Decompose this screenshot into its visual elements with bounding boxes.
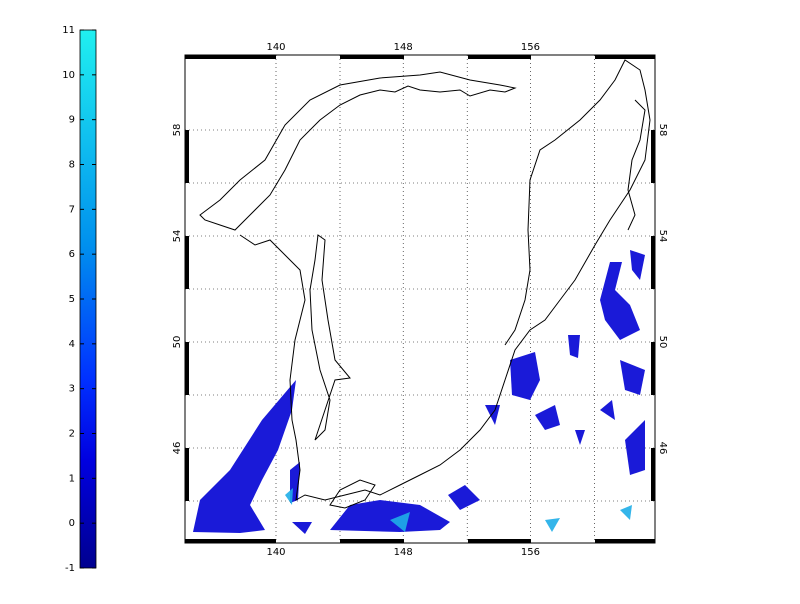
grid <box>185 55 655 543</box>
lon-tick-label: 140 <box>266 42 285 53</box>
lon-tick-label: 148 <box>394 547 413 558</box>
colorbar-tick-label: 7 <box>69 204 75 215</box>
lat-tick-label: 54 <box>172 230 183 243</box>
colorbar-tick-label: 1 <box>69 473 75 484</box>
colorbar-tick-label: 2 <box>69 429 75 440</box>
light-patches <box>285 488 632 532</box>
data-patches <box>193 250 645 534</box>
colorbar-tick-label: 8 <box>69 160 75 171</box>
lon-tick-label: 148 <box>394 42 413 53</box>
colorbar-tick-label: 0 <box>69 518 75 529</box>
lat-tick-label: 58 <box>657 124 668 137</box>
lat-tick-label: 50 <box>657 336 668 349</box>
colorbar-ticks: -1 0 1 2 3 4 5 6 7 8 9 10 11 <box>62 25 96 574</box>
colorbar-tick-label: 5 <box>69 294 75 305</box>
colorbar-tick-label: 6 <box>69 249 75 260</box>
map-content <box>185 55 655 543</box>
lat-tick-label: 50 <box>172 336 183 349</box>
colorbar-tick-label: 11 <box>62 25 75 36</box>
colorbar-tick-label: 4 <box>69 339 75 350</box>
lon-tick-label: 156 <box>521 547 540 558</box>
colorbar-tick-label: -1 <box>65 563 75 574</box>
lat-tick-label: 54 <box>657 230 668 243</box>
lat-tick-label: 46 <box>172 442 183 455</box>
colorbar-tick-label: 3 <box>69 384 75 395</box>
lon-tick-label: 156 <box>521 42 540 53</box>
axis-labels: 140 140 148 148 156 156 58 58 54 54 50 50 46 46 <box>172 42 668 558</box>
lon-tick-label: 140 <box>266 547 285 558</box>
coastline <box>199 59 651 509</box>
colorbar-tick-label: 10 <box>62 70 75 81</box>
frame-bars <box>185 55 655 543</box>
lat-tick-label: 46 <box>657 442 668 455</box>
map-frame <box>184 54 656 544</box>
colorbar-tick-label: 9 <box>69 115 75 126</box>
lat-tick-label: 58 <box>172 124 183 137</box>
